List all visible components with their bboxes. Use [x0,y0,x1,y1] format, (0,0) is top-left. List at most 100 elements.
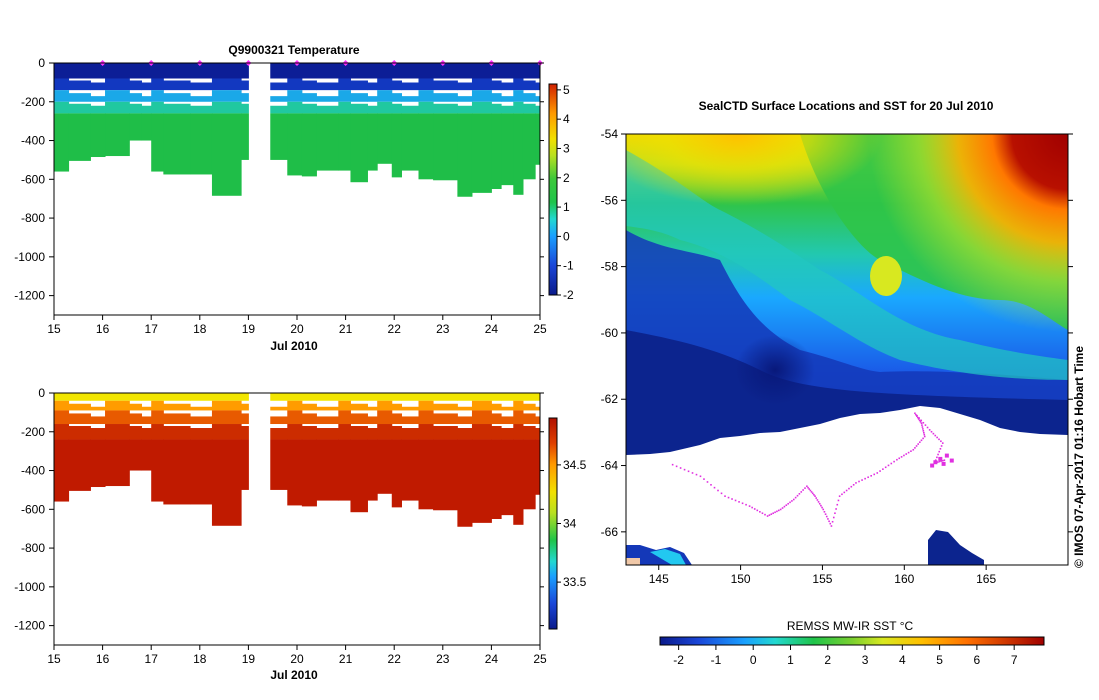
profile-layer [471,101,492,114]
seal-location [699,475,702,478]
profile-layer [535,113,540,165]
profile-layer [535,439,540,495]
seal-location [855,482,857,484]
profile-layer [522,80,536,91]
profile-layer [491,403,502,411]
x-tick-label: 23 [436,322,450,336]
profile-layer [367,105,378,114]
profile-layer [367,113,378,171]
sst-colorbar-tick-label: 1 [787,653,794,667]
profile-layer [241,113,249,160]
x-tick-label: 15 [47,322,61,336]
seal-location [850,485,853,488]
profile-column [535,393,540,495]
profile-layer [68,63,91,79]
profile-layer [151,101,164,114]
colorbar-tick-label: 2 [563,171,570,185]
colorbar-tick-label: -2 [563,288,574,302]
seal-location [776,510,778,513]
seal-location [809,489,812,492]
sst-cold-core [735,335,815,405]
seal-location [919,441,921,443]
profile-layer [350,80,368,91]
map-y-axis: -54 -56 -58 -60 -62 -64 -66 [601,127,1073,539]
seal-location [710,484,712,486]
profile-layer [471,410,492,425]
seal-location [687,470,690,473]
profile-layer [367,439,378,501]
profile-column [190,393,213,505]
profile-layer [433,426,458,440]
profile-layer [418,101,434,114]
profile-layer [401,406,419,411]
seal-location [938,438,940,441]
profile-layer [54,410,70,425]
profile-layer [90,113,106,158]
profile-layer [211,113,242,196]
profile-layer [471,63,492,79]
profile-layer [367,406,378,411]
profile-layer [457,96,473,102]
x-tick-label: 19 [242,652,256,666]
profile-layer [105,113,130,157]
profile-column [270,393,288,490]
seal-location [822,508,825,511]
profile-layer [377,101,393,114]
profile-column [513,63,524,195]
profile-layer [491,63,502,79]
seal-location [738,501,740,503]
seal-location [940,440,942,443]
profile-layer [141,96,152,102]
profile-column [377,393,393,494]
profile-layer [433,439,458,511]
y-tick-label: -400 [21,464,45,478]
seal-location [907,451,910,454]
map-y-tick-label: -58 [601,260,619,274]
seal-location [938,460,941,463]
profile-layer [190,96,213,102]
profile-layer [287,113,303,176]
seal-location [824,513,827,515]
profile-layer [418,90,434,102]
seal-location [748,505,751,507]
profile-layer [163,63,191,79]
profile-column [377,63,393,164]
profile-layer [535,416,540,425]
seal-location [903,454,905,457]
x-tick-label: 17 [145,322,159,336]
profile-layer [513,90,524,102]
profile-layer [105,439,130,487]
profile-layer [163,426,191,440]
seal-location [796,494,799,497]
profile-layer [338,410,351,425]
profile-layer [433,63,458,79]
seal-location [766,515,769,517]
profile-column [350,393,368,513]
profile-layer [522,393,536,401]
profile-column [211,63,242,196]
profile-column [129,63,142,141]
profile-layer [513,101,524,114]
profile-layer [241,426,249,440]
colorbar-tick-label: 34 [563,517,577,531]
profile-column [338,393,351,501]
profile-layer [287,63,303,79]
seal-location-cluster [944,453,949,458]
sst-colorbar-tick-label: -1 [711,653,722,667]
seal-location [830,525,833,527]
profile-column [501,393,514,516]
profile-layer [68,439,91,491]
sst-colorbar-tick-label: 2 [824,653,831,667]
profile-column [241,393,249,490]
salinity-xlabel: Jul 2010 [270,668,318,682]
seal-location [937,453,939,456]
profile-column [338,63,351,171]
profile-layer [377,410,393,425]
profile-column [90,393,106,488]
profile-layer [433,413,458,425]
seal-track [671,412,954,527]
seal-location [900,456,903,458]
profile-layer [350,439,368,513]
sst-colorbar-tick-label: 6 [974,653,981,667]
profile-layer [90,406,106,411]
